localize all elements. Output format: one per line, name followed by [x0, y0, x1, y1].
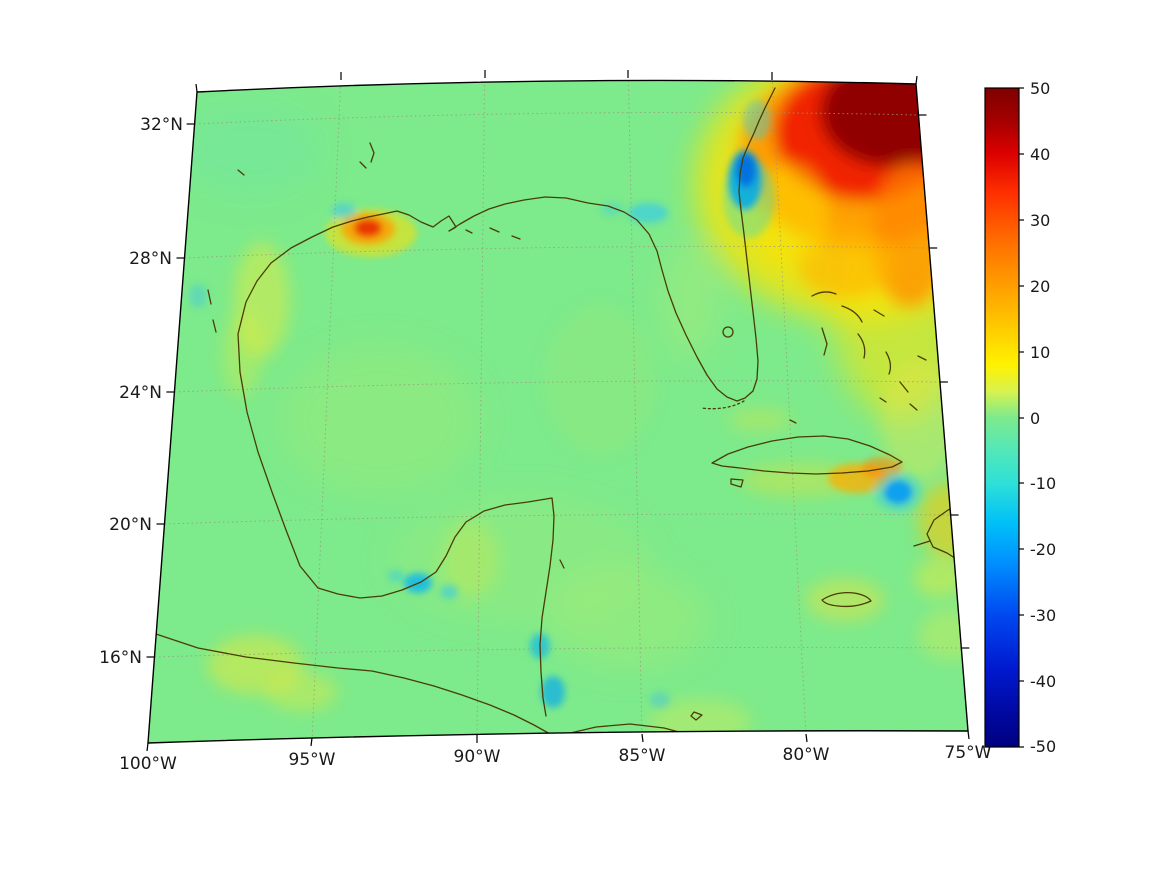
lon-tick-labels: 100°W 95°W 90°W 85°W 80°W 75°W: [119, 743, 992, 774]
lat-tick-labels: 32°N 28°N 24°N 20°N 16°N: [99, 115, 183, 668]
lon-tick-label-90w: 90°W: [454, 747, 501, 767]
colorbar-label-40: 40: [1030, 145, 1050, 164]
colorbar-gradient: [984, 87, 1020, 748]
colorbar-label-neg10: -10: [1030, 474, 1056, 493]
florida-keys: [700, 400, 745, 410]
coastline-cuba: [711, 435, 903, 475]
lake-okeechobee: [722, 326, 734, 338]
lon-tick-label-100w: 100°W: [119, 754, 177, 774]
gridlines: [154, 80, 962, 743]
colorbar-label-50: 50: [1030, 79, 1050, 98]
island-guanaja: [690, 711, 703, 721]
gridline-lat-20n: [164, 513, 951, 525]
lat-tick-label-28n: 28°N: [129, 249, 172, 269]
lon-tick-label-80w: 80°W: [783, 745, 830, 765]
map-field: [148, 80, 968, 743]
axis-ticks: [146, 70, 970, 752]
coastline-north-america-mainland: [237, 87, 776, 717]
colorbar-labels: 50 40 30 20 10 0 -10 -20 -30 -40 -50: [1030, 79, 1056, 756]
colorbar-label-neg20: -20: [1030, 540, 1056, 559]
gridline-lon-95w: [311, 80, 342, 743]
island-cozumel: [559, 559, 565, 569]
colorbar-ticks: [1019, 87, 1024, 748]
colorbar-label-10: 10: [1030, 343, 1050, 362]
map-frame-border: [147, 79, 969, 744]
colorbar: 50 40 30 20 10 0 -10 -20 -30 -40 -50: [984, 79, 1056, 756]
colorbar-label-0: 0: [1030, 409, 1040, 428]
lon-tick-label-75w: 75°W: [945, 743, 992, 763]
lat-tick-label-24n: 24°N: [119, 383, 162, 403]
lon-tick-label-95w: 95°W: [289, 750, 336, 770]
gridline-lat-32n: [194, 111, 919, 125]
lon-tick-label-85w: 85°W: [619, 746, 666, 766]
gridline-lat-24n: [174, 380, 940, 393]
colorbar-label-30: 30: [1030, 211, 1050, 230]
minor-water-features: [207, 142, 521, 333]
lat-tick-label-32n: 32°N: [140, 115, 183, 135]
colorbar-label-20: 20: [1030, 277, 1050, 296]
lat-tick-label-20n: 20°N: [109, 515, 152, 535]
gridline-lon-80w: [771, 80, 807, 737]
coastline-jamaica: [821, 592, 872, 608]
island-isle-of-youth: [730, 478, 744, 488]
coastline-pacific-mexico: [149, 631, 551, 735]
colorbar-label-neg30: -30: [1030, 606, 1056, 625]
coastline-hispaniola-peninsula: [913, 540, 931, 547]
coastline-bahamas: [789, 291, 927, 424]
colorbar-label-neg50: -50: [1030, 737, 1056, 756]
lat-tick-label-16n: 16°N: [99, 648, 142, 668]
colorbar-label-neg40: -40: [1030, 672, 1056, 691]
